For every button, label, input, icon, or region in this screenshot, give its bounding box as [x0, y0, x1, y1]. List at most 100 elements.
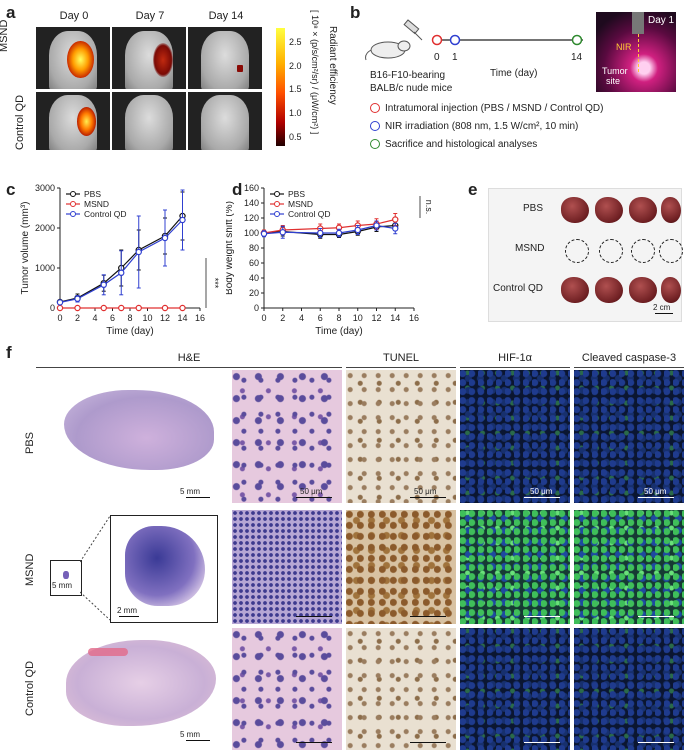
legend-marker — [274, 191, 280, 197]
caspase-micrograph-msnd — [574, 510, 684, 624]
timeline-tick-14: 14 — [571, 52, 583, 63]
x-tick-label: 0 — [261, 313, 266, 323]
ivis-image-control-day14 — [188, 92, 262, 150]
colorbar-tick: 2.0 — [289, 61, 302, 71]
col-header-hif: HIF-1α — [498, 352, 532, 364]
he-micrograph-pbs — [232, 370, 342, 503]
data-point — [100, 281, 107, 289]
colorbar — [276, 28, 285, 146]
x-tick-label: 12 — [371, 313, 381, 323]
col-header-caspase: Cleaved caspase-3 — [581, 352, 677, 364]
row-label-msnd: MSND — [0, 19, 10, 52]
legend-marker — [274, 211, 280, 217]
panel-label-e: e — [468, 180, 478, 199]
empty-tumor-slot — [631, 239, 655, 263]
data-point — [56, 299, 64, 306]
legend-label: Control QD — [288, 209, 331, 219]
tumor-sample — [661, 277, 681, 303]
legend-label: PBS — [84, 189, 101, 199]
he-zoom-section-msnd: 2 mm — [110, 515, 218, 623]
y-tick-label: 0 — [254, 303, 259, 313]
y-tick-label: 20 — [249, 288, 259, 298]
data-point — [373, 222, 380, 229]
y-tick-label: 3000 — [35, 183, 55, 193]
tumor-sample — [561, 197, 589, 223]
x-axis-label: Time (day) — [106, 326, 153, 337]
data-point — [335, 229, 343, 237]
caspase-micrograph-pbs — [574, 370, 684, 503]
y-axis-label: Body weight shift (%) — [226, 201, 235, 295]
empty-tumor-slot — [659, 239, 683, 263]
mouse-syringe-icon — [365, 19, 423, 61]
scale-label: 2 mm — [117, 606, 137, 615]
y-tick-label: 80 — [249, 243, 259, 253]
nir-photo: Day 1 NIR Tumor site — [596, 12, 676, 92]
x-tick-label: 16 — [409, 313, 419, 323]
ivis-image-control-day7 — [112, 92, 186, 150]
data-point — [118, 304, 125, 312]
data-point — [260, 230, 268, 237]
col-header-tunel: TUNEL — [382, 352, 420, 364]
caspase-micrograph-control — [574, 628, 684, 750]
scale-label: 50 μm — [414, 487, 437, 496]
colorbar-tick: 2.5 — [289, 37, 302, 47]
scale-label-2cm: 2 cm — [653, 303, 671, 312]
colorbar-tick: 0.5 — [289, 132, 302, 142]
tunel-micrograph-pbs — [346, 370, 456, 503]
tumor-row-msnd: MSND — [515, 243, 545, 254]
legend-marker — [274, 201, 280, 207]
data-point — [56, 304, 64, 312]
x-axis-label: Time (day) — [315, 326, 362, 337]
significance-label: n.s. — [424, 200, 434, 215]
tumor-row-control: Control QD — [493, 283, 544, 294]
tumor-sample — [629, 277, 657, 303]
data-point — [135, 304, 142, 312]
tumor-volume-chart: 0 2 4 6 8 10 12 14 16 0 1000 2000 3000 Time (day) Tumo… — [20, 183, 220, 337]
x-tick-label: 4 — [92, 313, 97, 323]
legend-marker — [70, 211, 76, 217]
y-tick-label: 100 — [244, 228, 259, 238]
photo-tumor-label: Tumor — [602, 66, 628, 76]
data-point — [179, 216, 186, 224]
tumor-sample — [661, 197, 681, 223]
photo-nir-label: NIR — [616, 42, 632, 52]
photo-site-label: site — [606, 76, 621, 86]
panel-label-c: c — [6, 180, 16, 199]
x-tick-label: 6 — [318, 313, 323, 323]
timeline-tick-0: 0 — [434, 52, 440, 63]
y-tick-label: 160 — [244, 183, 259, 193]
tumor-row-pbs: PBS — [523, 203, 544, 214]
he-micrograph-control — [232, 628, 342, 750]
empty-tumor-slot — [599, 239, 623, 263]
timeline-tick-1: 1 — [452, 52, 458, 63]
scale-label: 5 mm — [180, 730, 200, 739]
he-whole-section-pbs — [64, 390, 214, 470]
panel-label-d: d — [232, 180, 243, 199]
panel-label-a: a — [6, 3, 16, 22]
y-tick-label: 60 — [249, 258, 259, 268]
y-tick-label: 0 — [50, 303, 55, 313]
data-point — [392, 225, 399, 232]
ivis-image-msnd-day7 — [112, 27, 186, 89]
data-point — [135, 248, 142, 256]
timeline — [431, 34, 583, 46]
hif-micrograph-pbs — [460, 370, 570, 503]
tumor-photo: PBS MSND Control QD 2 cm — [488, 188, 683, 322]
row-label-control-qd: Control QD — [14, 94, 26, 150]
tunel-micrograph-msnd — [346, 510, 456, 624]
scale-label: 5 mm — [180, 487, 200, 496]
mouse-caption-1: B16-F10-bearing — [370, 70, 446, 81]
legend-injection: Intratumoral injection (PBS / MSND / Con… — [370, 103, 603, 114]
scale-label: 50 μm — [644, 487, 667, 496]
tumor-sample — [561, 277, 589, 303]
x-tick-label: 14 — [177, 313, 187, 323]
data-point — [392, 216, 399, 223]
legend-nir: NIR irradiation (808 nm, 1.5 W/cm², 10 m… — [370, 121, 578, 132]
y-tick-label: 120 — [244, 213, 259, 223]
legend-label: Control QD — [84, 209, 127, 219]
legend-label: MSND — [84, 199, 109, 209]
colorbar-unit: [ 10⁸ × (p/s/cm²/sr) / (μW/cm²) ] — [310, 10, 320, 135]
hif-micrograph-msnd — [460, 510, 570, 624]
ivis-image-msnd-day14 — [188, 27, 262, 89]
he-whole-section-msnd-small: 5 mm — [50, 560, 82, 596]
